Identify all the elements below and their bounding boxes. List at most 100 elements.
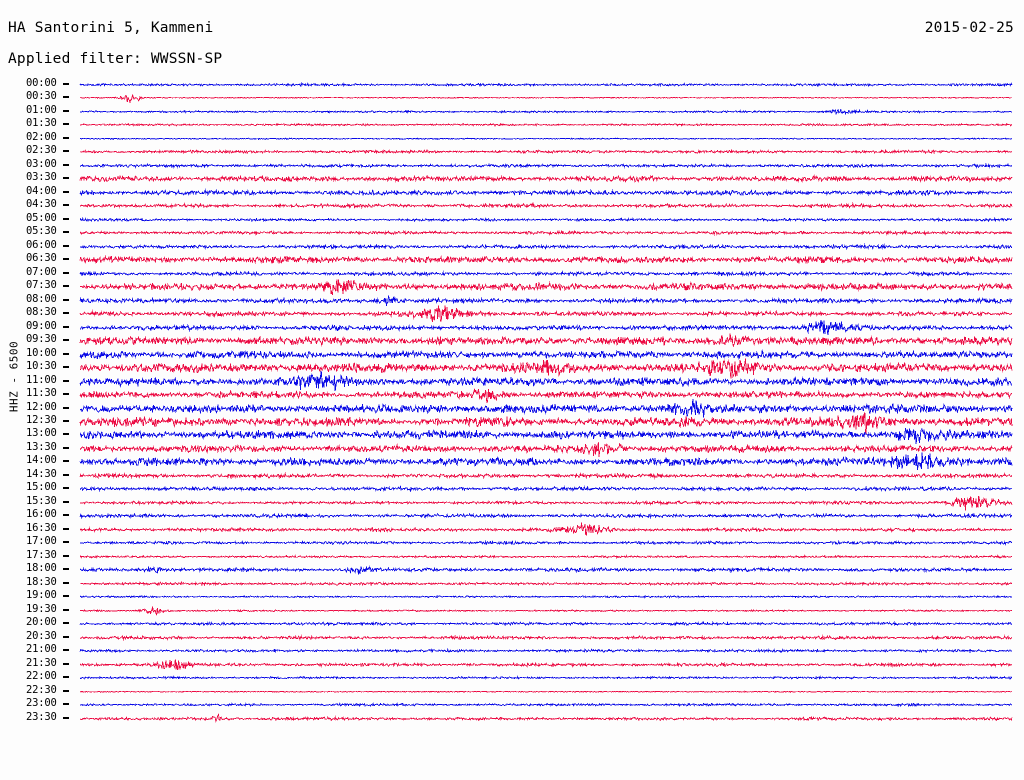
row-time-label: 17:00 — [26, 535, 57, 548]
row-axis-tick — [63, 217, 69, 220]
row-axis-tick — [63, 608, 69, 611]
row-axis-tick — [63, 352, 69, 355]
helicorder-row: 09:30 — [0, 333, 1024, 348]
helicorder-row: 16:00 — [0, 508, 1024, 522]
helicorder-row: 13:30 — [0, 441, 1024, 457]
row-axis-tick — [63, 581, 69, 584]
row-time-label: 23:30 — [26, 710, 57, 723]
row-time-label: 05:00 — [26, 211, 57, 224]
row-time-label: 11:30 — [26, 387, 57, 400]
row-axis-tick — [63, 541, 69, 544]
row-axis-tick — [63, 622, 69, 625]
row-axis-tick — [63, 285, 69, 288]
seismic-trace — [79, 240, 1013, 253]
helicorder-row: 01:30 — [0, 117, 1024, 131]
row-axis-tick — [63, 393, 69, 396]
helicorder-row: 14:00 — [0, 452, 1024, 471]
row-axis-tick — [63, 420, 69, 422]
row-axis-tick — [63, 568, 69, 571]
row-axis-tick — [63, 446, 69, 449]
row-time-label: 10:00 — [26, 346, 57, 359]
helicorder-row: 18:00 — [0, 562, 1024, 576]
seismic-trace — [79, 294, 1013, 307]
seismic-trace — [79, 267, 1013, 280]
helicorder-row: 18:30 — [0, 575, 1024, 590]
helicorder-row: 13:00 — [0, 427, 1024, 445]
row-time-label: 16:30 — [26, 521, 57, 534]
seismic-trace — [79, 145, 1013, 158]
row-axis-tick — [63, 527, 69, 530]
seismic-trace — [79, 199, 1013, 212]
row-axis-tick — [63, 271, 69, 274]
row-time-label: 00:30 — [26, 90, 57, 103]
row-axis-tick — [63, 298, 69, 301]
seismic-trace — [79, 370, 1013, 391]
row-time-label: 19:00 — [26, 589, 57, 602]
helicorder-row: 06:30 — [0, 252, 1024, 266]
seismic-trace — [79, 452, 1013, 471]
seismic-trace — [79, 617, 1013, 630]
row-time-label: 03:30 — [26, 171, 57, 184]
seismic-trace — [79, 333, 1013, 348]
row-axis-tick — [63, 460, 69, 463]
row-axis-tick — [63, 514, 69, 517]
helicorder-row: 11:00 — [0, 370, 1024, 391]
row-time-label: 01:30 — [26, 117, 57, 130]
seismic-trace — [79, 398, 1013, 417]
seismic-trace — [79, 428, 1013, 445]
seismic-trace — [79, 172, 1013, 185]
helicorder-row: 15:30 — [0, 494, 1024, 511]
helicorder-row: 22:30 — [0, 684, 1024, 698]
helicorder-row: 14:30 — [0, 468, 1024, 482]
helicorder-row: 05:30 — [0, 225, 1024, 239]
helicorder-row: 15:00 — [0, 481, 1024, 495]
row-time-label: 19:30 — [26, 602, 57, 615]
row-axis-tick — [63, 339, 69, 342]
helicorder-row: 10:00 — [0, 346, 1024, 361]
helicorder-plot-area: 00:00 00:30 01:00 01:30 02:00 02:30 03:00 03:30… — [0, 77, 1024, 778]
row-axis-tick — [63, 123, 69, 126]
helicorder-row: 02:00 — [0, 131, 1024, 145]
row-time-label: 15:00 — [26, 481, 57, 494]
seismic-trace — [79, 213, 1013, 226]
helicorder-row: 04:00 — [0, 184, 1024, 199]
row-axis-tick — [63, 703, 69, 706]
seismic-trace — [79, 509, 1013, 522]
seismic-trace — [79, 469, 1013, 482]
record-date: 2015-02-25 — [924, 20, 1014, 36]
row-axis-tick — [63, 662, 69, 665]
row-axis-tick — [63, 163, 69, 166]
row-time-label: 18:30 — [26, 575, 57, 588]
row-axis-tick — [63, 136, 69, 139]
row-axis-tick — [63, 406, 69, 409]
row-axis-tick — [63, 595, 69, 598]
helicorder-row: 01:00 — [0, 104, 1024, 118]
row-time-label: 15:30 — [26, 494, 57, 507]
seismic-trace — [79, 132, 1013, 145]
seismic-trace — [79, 305, 1013, 323]
row-time-label: 10:30 — [26, 360, 57, 373]
helicorder-row: 12:30 — [0, 412, 1024, 435]
row-time-label: 09:30 — [26, 333, 57, 346]
row-time-label: 12:30 — [26, 414, 57, 426]
row-axis-tick — [63, 716, 69, 719]
seismic-trace — [79, 186, 1013, 199]
row-axis-tick — [63, 676, 69, 679]
helicorder-row: 03:30 — [0, 171, 1024, 185]
row-time-label: 06:30 — [26, 252, 57, 265]
seismic-trace — [79, 482, 1013, 495]
helicorder-row: 21:30 — [0, 657, 1024, 671]
helicorder-row: 16:30 — [0, 521, 1024, 537]
row-time-label: 06:00 — [26, 238, 57, 251]
helicorder-row: 11:30 — [0, 387, 1024, 404]
row-axis-tick — [63, 487, 69, 490]
row-time-label: 11:00 — [26, 373, 57, 386]
row-time-label: 20:30 — [26, 629, 57, 642]
seismic-trace — [79, 105, 1013, 118]
row-time-label: 04:00 — [26, 184, 57, 197]
helicorder-row: 06:00 — [0, 238, 1024, 253]
seismic-trace — [79, 590, 1013, 603]
row-time-label: 13:00 — [26, 427, 57, 440]
helicorder-row: 17:30 — [0, 549, 1024, 563]
seismic-trace — [79, 563, 1013, 576]
